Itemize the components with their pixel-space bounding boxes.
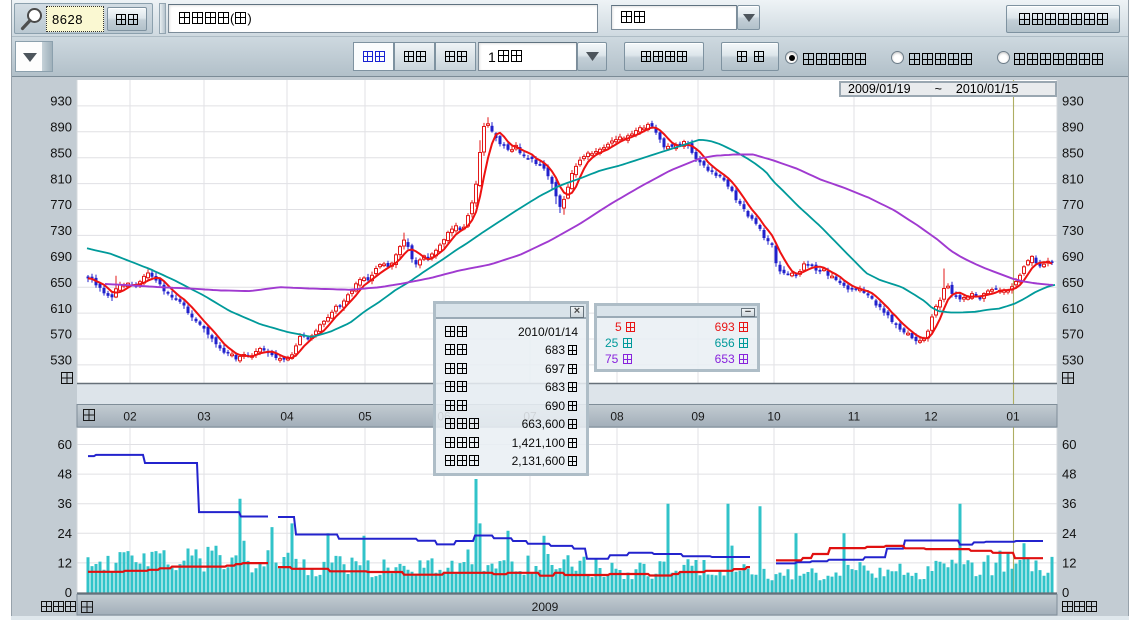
svg-text:05: 05 xyxy=(358,410,372,424)
svg-text:530: 530 xyxy=(50,353,72,368)
svg-text:48: 48 xyxy=(58,467,72,482)
svg-text:0: 0 xyxy=(1062,585,1069,600)
svg-text:0: 0 xyxy=(65,585,72,600)
svg-text:12: 12 xyxy=(924,410,938,424)
svg-text:890: 890 xyxy=(50,120,72,135)
svg-text:730: 730 xyxy=(1062,223,1084,238)
svg-text:24: 24 xyxy=(58,526,72,541)
svg-text:850: 850 xyxy=(1062,145,1084,160)
svg-text:610: 610 xyxy=(1062,301,1084,316)
svg-text:850: 850 xyxy=(50,145,72,160)
svg-text:36: 36 xyxy=(58,496,72,511)
svg-text:610: 610 xyxy=(50,301,72,316)
svg-text:930: 930 xyxy=(50,94,72,109)
svg-text:04: 04 xyxy=(280,410,294,424)
svg-text:570: 570 xyxy=(50,327,72,342)
svg-text:60: 60 xyxy=(1062,437,1076,452)
svg-text:48: 48 xyxy=(1062,467,1076,482)
svg-text:650: 650 xyxy=(1062,275,1084,290)
svg-text:730: 730 xyxy=(50,223,72,238)
svg-text:08: 08 xyxy=(610,410,624,424)
svg-text:09: 09 xyxy=(691,410,705,424)
svg-text:690: 690 xyxy=(1062,249,1084,264)
svg-text:11: 11 xyxy=(848,410,861,424)
svg-text:01: 01 xyxy=(1006,410,1020,424)
svg-text:36: 36 xyxy=(1062,496,1076,511)
svg-text:10: 10 xyxy=(767,410,781,424)
svg-text:770: 770 xyxy=(50,197,72,212)
svg-text:24: 24 xyxy=(1062,526,1076,541)
svg-text:02: 02 xyxy=(123,410,137,424)
svg-text:810: 810 xyxy=(50,171,72,186)
svg-text:930: 930 xyxy=(1062,94,1084,109)
svg-text:03: 03 xyxy=(197,410,211,424)
svg-text:2009: 2009 xyxy=(532,600,559,614)
svg-text:12: 12 xyxy=(1062,555,1076,570)
svg-text:570: 570 xyxy=(1062,327,1084,342)
svg-text:12: 12 xyxy=(58,555,72,570)
svg-text:60: 60 xyxy=(58,437,72,452)
svg-text:810: 810 xyxy=(1062,171,1084,186)
svg-text:650: 650 xyxy=(50,275,72,290)
svg-text:770: 770 xyxy=(1062,197,1084,212)
svg-text:890: 890 xyxy=(1062,120,1084,135)
svg-text:530: 530 xyxy=(1062,353,1084,368)
svg-text:690: 690 xyxy=(50,249,72,264)
